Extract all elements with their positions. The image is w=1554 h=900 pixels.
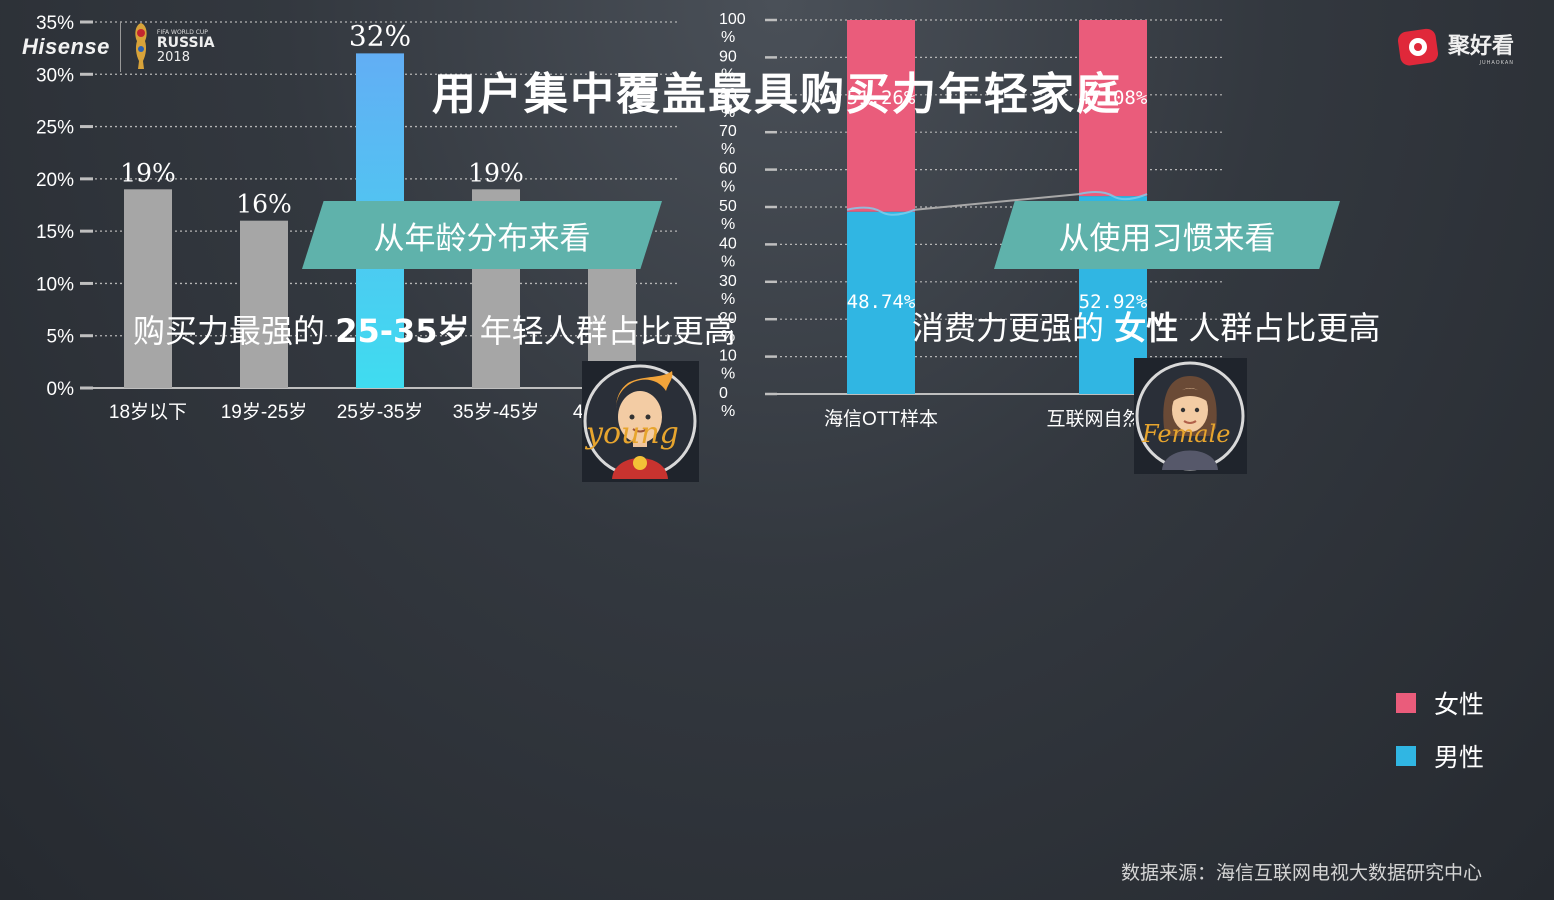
young-caption: young xyxy=(584,416,679,451)
age-section-banner: 从年龄分布来看 xyxy=(302,201,662,269)
juhaokan-name: 聚好看 xyxy=(1447,34,1514,59)
x-category-label: 25岁-35岁 xyxy=(337,401,424,423)
worldcup-subtitle: FIFA WORLD CUP xyxy=(156,28,208,36)
series-connector-line xyxy=(914,193,1080,211)
data-source-note: 数据来源：海信互联网电视大数据研究中心 xyxy=(1120,862,1482,884)
bar-segment-male xyxy=(847,211,916,394)
age-section-subtitle: 购买力最强的 25-35岁 年轻人群占比更高 xyxy=(133,306,736,352)
y-tick-label: 0% xyxy=(47,379,75,400)
y-tick-label: 40% xyxy=(719,235,737,270)
hisense-worldcup-logo: Hisense FIFA WORLD CUP RUSSIA 2018 xyxy=(22,18,215,76)
x-category-label: 35岁-45岁 xyxy=(453,401,540,423)
y-tick-label: 90% xyxy=(719,48,737,83)
y-tick-label: 0% xyxy=(719,385,735,420)
page-title: 用户集中覆盖最具购买力年轻家庭 xyxy=(432,69,1122,120)
x-category-label: 海信OTT样本 xyxy=(824,408,938,430)
y-tick-label: 10% xyxy=(719,348,737,383)
y-tick-label: 70% xyxy=(719,123,737,158)
hisense-logo-text: Hisense xyxy=(22,34,110,59)
usage-section-banner: 从使用习惯来看 xyxy=(994,201,1340,269)
legend-item-female: 女性 xyxy=(1396,685,1484,721)
y-tick-label: 10% xyxy=(36,274,74,295)
world-cup-trophy-icon xyxy=(135,23,147,69)
y-tick-label: 60% xyxy=(719,161,737,196)
logo-divider xyxy=(119,22,121,72)
age-subtitle-post: 年轻人群占比更高 xyxy=(469,312,736,350)
segment-boundary-wave xyxy=(1078,191,1148,201)
legend-swatch-male xyxy=(1396,746,1416,766)
usage-subtitle-pre: 消费力更强的 xyxy=(912,309,1115,347)
age-subtitle-highlight: 25-35岁 xyxy=(335,312,470,350)
bar-segment-female xyxy=(847,20,916,212)
y-tick-label: 50% xyxy=(719,198,737,233)
y-tick-label: 30% xyxy=(719,273,737,308)
x-category-label: 19岁-25岁 xyxy=(221,401,308,423)
y-tick-label: 15% xyxy=(36,222,74,243)
bar-value-label: 19% xyxy=(468,158,524,187)
usage-section-subtitle: 消费力更强的 女性 人群占比更高 xyxy=(912,303,1380,349)
age-subtitle-pre: 购买力最强的 xyxy=(133,312,336,350)
juhaokan-name-en: JUHAOKAN xyxy=(1479,60,1514,66)
segment-boundary-wave xyxy=(846,206,916,216)
y-tick-label: 30% xyxy=(36,65,74,86)
female-caption: Female xyxy=(1141,420,1231,448)
bar-value-label: 32% xyxy=(349,19,411,52)
female-value-label: 47.08% xyxy=(1079,87,1148,109)
young-person-avatar: young xyxy=(582,361,699,482)
worldcup-year: 2018 xyxy=(156,49,190,65)
bar xyxy=(240,220,288,388)
gender-distribution-chart: 0 % 10 % 20 % 30 % 40 % 50 % 60 % 70 % 80 % 90 % 100 % 51.26% 4… xyxy=(719,11,1224,430)
age-section-banner-label: 从年龄分布来看 xyxy=(373,220,591,257)
x-category-label: 18岁以下 xyxy=(109,401,187,423)
legend-item-male: 男性 xyxy=(1396,738,1484,774)
juhaokan-logo: 聚好看 JUHAOKAN xyxy=(1396,24,1514,70)
legend-label-male: 男性 xyxy=(1434,743,1485,772)
y-tick-label: 20% xyxy=(719,310,737,345)
young-woman-icon: Female xyxy=(1135,361,1245,471)
y-tick-label: 100% xyxy=(719,11,746,46)
young-man-icon: young xyxy=(583,364,697,479)
worldcup-name: RUSSIA xyxy=(156,34,215,51)
legend-label-female: 女性 xyxy=(1434,690,1485,719)
y-tick-label: 20% xyxy=(36,170,74,191)
bar-value-label: 16% xyxy=(236,190,292,219)
female-avatar: Female xyxy=(1134,358,1247,474)
juhaokan-play-icon xyxy=(1397,28,1439,66)
legend-swatch-female xyxy=(1396,693,1416,713)
y-tick-label: 25% xyxy=(36,118,74,139)
usage-subtitle-highlight: 女性 xyxy=(1114,309,1179,347)
male-value-label: 48.74% xyxy=(847,291,916,313)
y-tick-label: 35% xyxy=(36,13,74,34)
bar xyxy=(124,189,172,388)
male-value-label: 52.92% xyxy=(1079,291,1148,313)
usage-subtitle-post: 人群占比更高 xyxy=(1178,309,1381,347)
bar-segment-female xyxy=(1079,20,1148,197)
female-value-label: 51.26% xyxy=(847,87,916,109)
usage-section-banner-label: 从使用习惯来看 xyxy=(1058,220,1276,257)
bar-value-label: 19% xyxy=(120,158,176,187)
y-tick-label: 80% xyxy=(719,86,737,121)
y-tick-label: 5% xyxy=(47,327,75,348)
